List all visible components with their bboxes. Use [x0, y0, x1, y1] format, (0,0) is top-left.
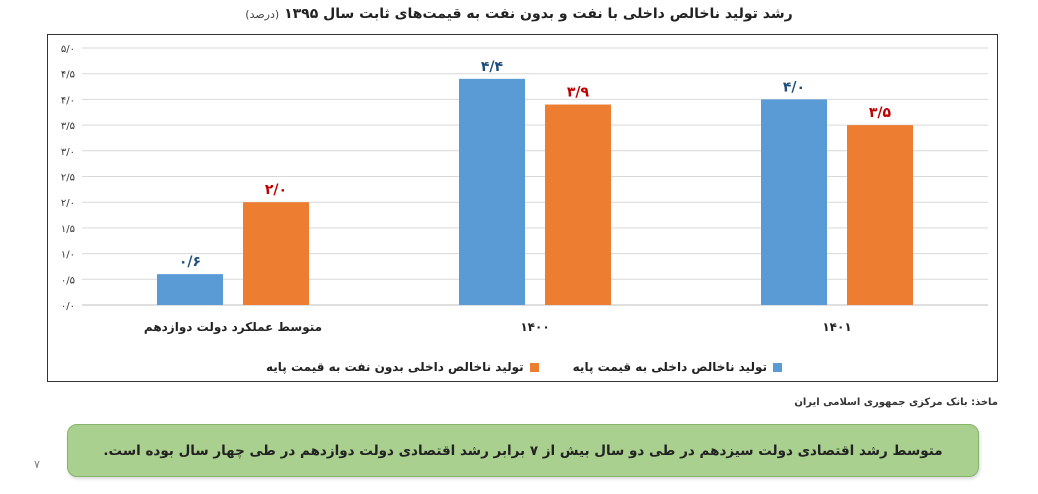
legend-item-gdp: تولید ناخالص داخلی به قیمت پایه — [573, 360, 782, 374]
data-label: ۳/۹ — [567, 85, 590, 101]
bar — [847, 125, 913, 305]
y-tick-label: ۰/۰ — [61, 301, 75, 312]
data-label: ۴/۰ — [783, 79, 805, 95]
category-label: متوسط عملکرد دولت دوازدهم — [144, 320, 322, 335]
bar — [459, 78, 525, 305]
chart-frame — [47, 34, 998, 382]
legend-label-non-oil: تولید ناخالص داخلی بدون نفت به قیمت پایه — [265, 360, 524, 374]
bar — [761, 99, 827, 306]
data-label: ۰/۶ — [179, 254, 201, 270]
y-tick-label: ۱/۰ — [61, 250, 75, 261]
summary-callout-text: متوسط رشد اقتصادی دولت سیزدهم در طی دو س… — [103, 442, 943, 459]
legend-swatch-non-oil — [529, 362, 539, 372]
bar — [157, 274, 223, 305]
summary-callout: متوسط رشد اقتصادی دولت سیزدهم در طی دو س… — [67, 424, 979, 477]
chart-title-unit: (درصد) — [245, 8, 280, 21]
data-label: ۴/۴ — [481, 59, 504, 75]
data-label: ۲/۰ — [265, 182, 287, 198]
chart-title-text: رشد تولید ناخالص داخلی با نفت و بدون نفت… — [284, 6, 793, 22]
y-tick-label: ۱/۵ — [61, 224, 75, 235]
bar — [243, 202, 309, 305]
chart-title: رشد تولید ناخالص داخلی با نفت و بدون نفت… — [0, 6, 1038, 22]
legend-item-non-oil: تولید ناخالص داخلی بدون نفت به قیمت پایه — [266, 360, 539, 374]
category-label: ۱۴۰۱ — [822, 320, 851, 334]
data-label: ۳/۵ — [869, 105, 892, 121]
y-tick-label: ۲/۰ — [61, 198, 75, 209]
bar — [545, 104, 611, 305]
bar-chart: ۰/۰ ۰/۵ ۱/۰ ۱/۵ ۲/۰ ۲/۵ ۳/۰ ۳/۵ ۴/۰ ۴/۵ ۵/۰ ۰/۶ ۲/۰ م… — [61, 44, 988, 335]
legend-swatch-gdp — [773, 362, 782, 372]
y-tick-label: ۴/۰ — [61, 95, 75, 106]
chart-legend: تولید ناخالص داخلی به قیمت پایه تولید نا… — [262, 357, 782, 377]
y-tick-label: ۲/۵ — [61, 173, 75, 184]
y-tick-label: ۵/۰ — [61, 44, 75, 55]
y-tick-label: ۳/۵ — [61, 121, 75, 132]
category-label: ۱۴۰۰ — [520, 320, 549, 334]
legend-label-gdp: تولید ناخالص داخلی به قیمت پایه — [572, 360, 767, 374]
y-tick-label: ۳/۰ — [61, 147, 75, 158]
y-tick-label: ۴/۵ — [61, 70, 75, 81]
y-tick-label: ۰/۵ — [61, 275, 75, 286]
source-note: ماخذ: بانک مرکزی جمهوری اسلامی ایران — [794, 397, 998, 408]
page-number: ۷ — [34, 458, 40, 471]
